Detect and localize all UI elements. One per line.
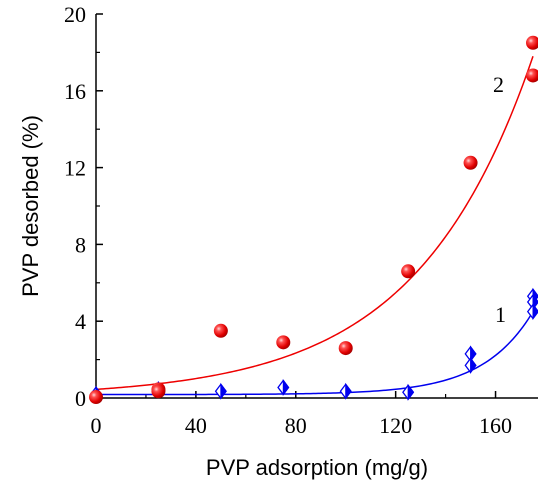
y-tick-label: 20 — [64, 2, 86, 27]
data-point-series-1 — [464, 356, 477, 374]
data-point-series-2 — [526, 35, 538, 50]
x-tick-label: 0 — [91, 413, 102, 438]
data-point-series-1 — [526, 303, 538, 321]
data-point-series-2 — [151, 384, 166, 399]
y-tick-label: 12 — [64, 156, 86, 181]
x-axis-ticks: 0 40 80 120 160 — [91, 391, 512, 438]
data-point-series-1 — [402, 383, 415, 401]
data-point-series-2 — [401, 264, 416, 279]
data-point-series-2 — [526, 68, 538, 83]
y-tick-label: 16 — [64, 79, 86, 104]
data-point-series-1 — [339, 382, 352, 400]
x-tick-label: 80 — [285, 413, 307, 438]
x-tick-label: 120 — [379, 413, 412, 438]
data-point-series-1 — [277, 378, 290, 396]
data-point-series-2 — [463, 155, 478, 170]
y-axis-ticks: 0 4 8 12 16 20 — [64, 2, 103, 411]
fit-curve-2 — [96, 55, 534, 391]
fit-curve-1 — [96, 311, 534, 396]
curve-label-1: 1 — [495, 302, 506, 327]
y-tick-label: 4 — [75, 309, 86, 334]
data-point-series-1 — [214, 382, 227, 400]
y-tick-label: 8 — [75, 232, 86, 257]
data-points — [89, 35, 538, 405]
data-point-series-2 — [276, 335, 291, 350]
data-point-series-2 — [213, 323, 228, 338]
axes — [95, 14, 538, 399]
x-axis-title: PVP adsorption (mg/g) — [206, 455, 428, 480]
y-tick-label: 0 — [75, 386, 86, 411]
curve-label-2: 2 — [493, 72, 504, 97]
data-point-series-2 — [89, 390, 103, 405]
data-point-series-2 — [338, 341, 353, 356]
x-tick-label: 160 — [479, 413, 512, 438]
fit-curves — [96, 55, 534, 396]
y-axis-title: PVP desorbed (%) — [18, 115, 43, 297]
x-tick-label: 40 — [185, 413, 207, 438]
